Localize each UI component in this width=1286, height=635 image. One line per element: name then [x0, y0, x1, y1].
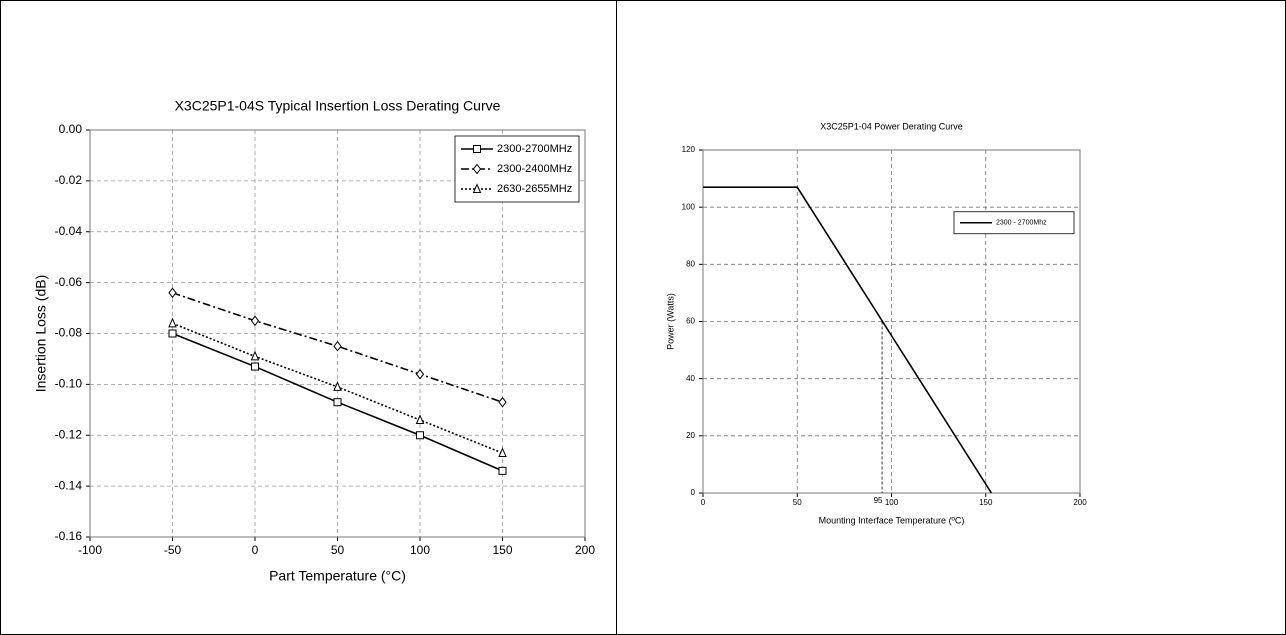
- marker: [250, 315, 260, 327]
- marker: [498, 447, 507, 458]
- marker: [415, 414, 425, 424]
- plot-border: [702, 149, 1081, 494]
- y-tick-label: -0.08: [55, 326, 83, 340]
- x-tick-label: 200: [1073, 498, 1087, 507]
- marker: [333, 381, 342, 391]
- y-tick-label: 120: [682, 145, 696, 154]
- marker: [472, 183, 482, 193]
- y-tick-label: -0.14: [55, 478, 83, 492]
- marker: [415, 368, 425, 380]
- marker: [333, 398, 342, 407]
- y-tick-label: 20: [686, 431, 695, 440]
- x-axis-label: Mounting Interface Temperature (ºC): [819, 515, 965, 525]
- x-tick-label: -50: [164, 543, 182, 557]
- x-tick-label: 100: [410, 543, 430, 557]
- marker: [472, 163, 482, 175]
- reference-label: 95: [874, 496, 883, 505]
- x-tick-label: 100: [885, 498, 899, 507]
- y-tick-label: 100: [682, 202, 696, 211]
- x-tick-label: 0: [252, 543, 259, 557]
- chart-title: X3C25P1-04 Power Derating Curve: [820, 121, 963, 131]
- marker: [168, 317, 177, 328]
- x-tick-label: 50: [331, 543, 345, 557]
- y-tick-label: -0.06: [55, 275, 83, 289]
- marker: [498, 466, 507, 475]
- y-tick-label: 40: [686, 374, 695, 383]
- plot-border: [89, 129, 586, 538]
- marker: [168, 329, 177, 338]
- y-tick-label: -0.16: [55, 529, 83, 543]
- x-tick-label: -100: [78, 543, 102, 557]
- y-axis-label: Insertion Loss (dB): [33, 275, 49, 393]
- y-tick-label: 0: [691, 488, 696, 497]
- y-tick-label: 80: [686, 259, 695, 268]
- y-tick-label: -0.04: [55, 224, 83, 238]
- marker: [498, 396, 507, 408]
- y-axis-label: Power (Watts): [665, 293, 675, 350]
- series-line: [172, 292, 503, 403]
- y-tick-label: 60: [686, 317, 695, 326]
- marker: [168, 287, 177, 299]
- y-tick-label: -0.02: [55, 173, 83, 187]
- x-tick-label: 200: [575, 543, 595, 557]
- marker: [250, 350, 260, 361]
- legend-label: 2300 - 2700Mhz: [996, 220, 1047, 227]
- marker: [333, 340, 342, 352]
- chart-title: X3C25P1-04S Typical Insertion Loss Derat…: [175, 98, 501, 114]
- legend-label: 2300-2700MHz: [497, 143, 572, 155]
- legend-label: 2300-2400MHz: [497, 163, 572, 175]
- legend-label: 2630-2655MHz: [497, 183, 572, 195]
- marker: [416, 431, 424, 440]
- marker: [251, 362, 259, 371]
- series-line: [703, 186, 993, 494]
- x-tick-label: 150: [492, 543, 512, 557]
- y-tick-label: -0.10: [55, 377, 83, 391]
- x-axis-label: Part Temperature (°C): [269, 568, 406, 584]
- y-tick-label: -0.12: [55, 427, 83, 441]
- legend-box: [953, 211, 1075, 235]
- y-tick-label: 0.00: [59, 122, 83, 136]
- x-tick-label: 50: [793, 498, 802, 507]
- marker: [473, 145, 481, 153]
- x-tick-label: 0: [701, 498, 706, 507]
- x-tick-label: 150: [979, 498, 993, 507]
